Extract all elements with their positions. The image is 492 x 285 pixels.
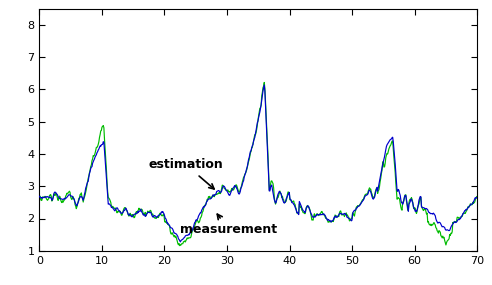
- Text: measurement: measurement: [180, 214, 277, 236]
- Text: estimation: estimation: [149, 158, 223, 189]
